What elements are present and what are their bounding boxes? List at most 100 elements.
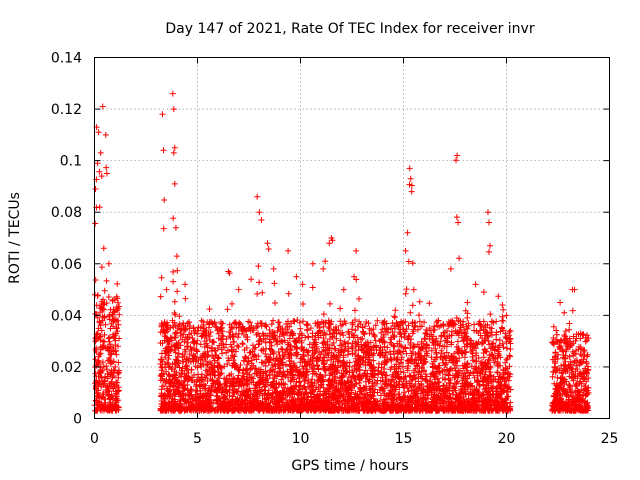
data-point [116,311,123,318]
data-point [111,373,117,379]
data-point [477,327,483,334]
data-points [91,90,592,414]
data-point [92,356,99,363]
data-point [337,305,344,312]
data-point [107,351,114,358]
chart-title: Day 147 of 2021, Rate Of TEC Index for r… [165,21,534,37]
data-point [106,313,112,320]
data-point [391,325,398,332]
data-point [101,300,108,307]
data-point [507,346,514,353]
data-point [112,337,119,344]
data-point [186,319,193,326]
data-point [105,407,112,414]
data-point [500,344,507,351]
data-point [115,321,122,328]
data-point [113,391,120,398]
data-point [377,392,384,399]
data-point [105,392,112,399]
data-point [110,345,117,352]
data-point [272,300,278,306]
data-point [94,292,101,299]
data-point [105,294,112,300]
data-point [201,344,208,350]
data-point [92,311,99,317]
data-point [416,312,422,319]
data-point [94,330,101,337]
data-point [391,313,398,320]
data-point [416,318,423,325]
data-point [487,311,494,318]
data-point [98,327,105,334]
data-point [106,357,113,363]
data-point [218,370,225,377]
data-point [506,328,513,335]
data-point [92,370,99,377]
data-point [106,388,113,395]
data-point [96,351,103,358]
data-point [304,322,311,329]
data-point [95,381,102,388]
data-point [106,338,113,345]
data-point [242,353,249,360]
data-point [356,295,362,302]
data-point [114,280,121,287]
data-point [158,364,165,371]
data-point [554,331,560,338]
data-point [282,381,289,388]
data-point [235,344,242,350]
data-point [108,380,114,387]
data-point [465,320,472,327]
data-point [98,407,105,414]
data-point [226,392,233,399]
data-point [247,366,254,373]
data-point [239,341,246,348]
data-point [95,325,102,332]
data-point [166,372,173,379]
data-point [101,331,108,338]
data-point [97,309,104,316]
data-point [244,336,251,343]
data-point [157,293,164,300]
data-point [374,317,381,324]
data-point [327,300,333,307]
data-point [95,392,102,399]
data-point [475,339,482,345]
data-point [566,326,573,333]
data-point [105,335,112,342]
data-point [244,361,251,368]
data-point [116,303,123,310]
data-point [304,321,311,327]
data-point [496,337,503,344]
data-point [102,321,109,328]
data-point [300,318,306,325]
data-point [107,360,114,367]
data-point [111,367,118,374]
data-point [562,328,569,334]
data-point [566,320,573,327]
data-point [471,321,478,328]
data-point [114,379,121,386]
data-point [300,301,306,307]
data-point [99,402,106,409]
data-point [99,391,106,398]
data-point [113,399,120,406]
data-point [102,399,109,406]
data-point [268,321,275,328]
data-point [110,331,116,338]
data-point [480,339,487,346]
data-point [231,338,237,345]
data-point [94,405,101,412]
data-point [428,347,435,354]
data-point [105,357,111,364]
data-point [110,317,117,324]
data-point [503,345,510,352]
data-point [99,305,106,312]
data-point [454,338,461,345]
data-point [115,343,121,350]
data-point [359,324,366,331]
data-point [416,298,423,305]
data-point [493,318,500,325]
data-point [264,375,271,382]
